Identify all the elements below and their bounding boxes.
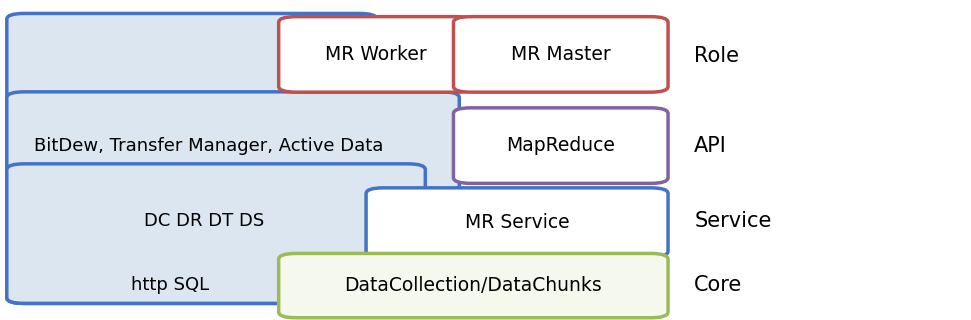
Text: MR Master: MR Master (511, 45, 611, 64)
FancyBboxPatch shape (453, 108, 668, 183)
FancyBboxPatch shape (366, 188, 668, 257)
Text: DataCollection/DataChunks: DataCollection/DataChunks (345, 276, 602, 295)
Text: http SQL: http SQL (131, 276, 209, 294)
FancyBboxPatch shape (279, 17, 474, 92)
FancyBboxPatch shape (7, 164, 425, 303)
FancyBboxPatch shape (453, 17, 668, 92)
FancyBboxPatch shape (7, 92, 459, 303)
Text: Core: Core (694, 275, 743, 295)
Text: MR Service: MR Service (465, 213, 569, 232)
Text: MapReduce: MapReduce (506, 136, 616, 155)
Text: Service: Service (694, 211, 772, 231)
FancyBboxPatch shape (7, 13, 377, 303)
FancyBboxPatch shape (279, 253, 668, 318)
Text: DC DR DT DS: DC DR DT DS (144, 212, 264, 230)
Text: MR Worker: MR Worker (325, 45, 427, 64)
Text: BitDew, Transfer Manager, Active Data: BitDew, Transfer Manager, Active Data (34, 137, 384, 155)
Text: Role: Role (694, 46, 739, 66)
Text: API: API (694, 136, 727, 156)
